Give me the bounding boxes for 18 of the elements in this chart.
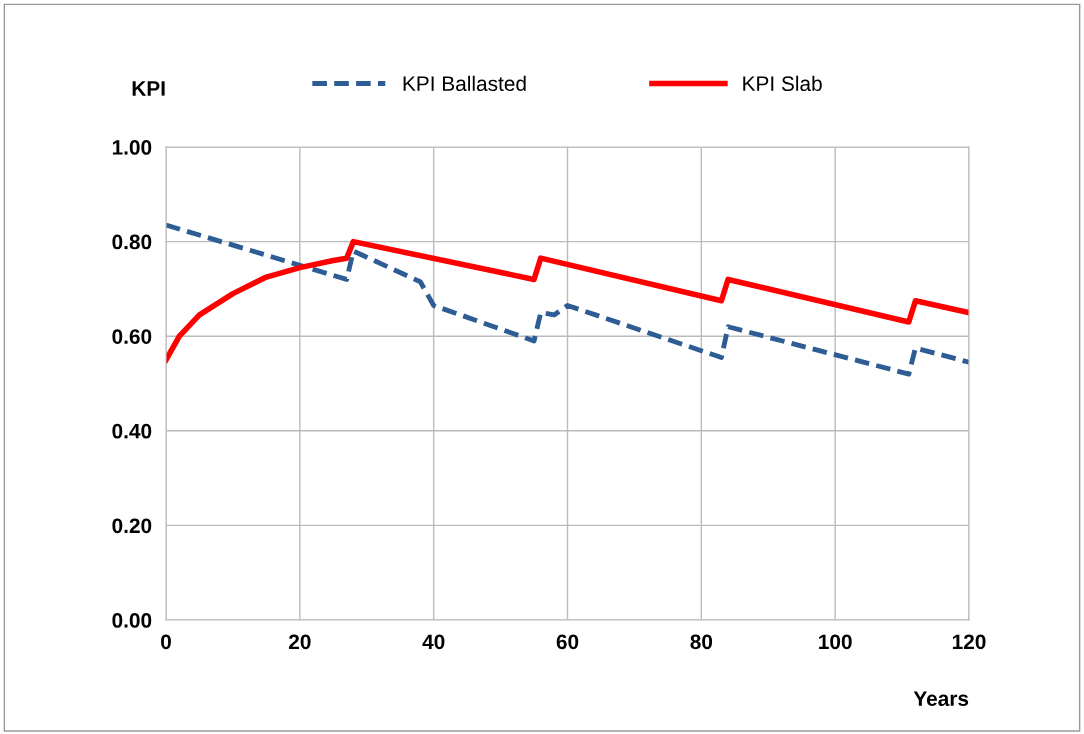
legend-label: KPI Ballasted	[403, 75, 526, 92]
x-tick-label: 80	[690, 634, 713, 650]
x-axis-title: Years	[913, 691, 969, 706]
x-tick-label: 120	[952, 634, 986, 650]
legend-label: KPI Slab	[743, 75, 822, 92]
x-tick-label: 40	[422, 634, 445, 650]
x-tick-label: 0	[161, 634, 171, 650]
line-series	[166, 222, 969, 377]
x-tick-label: 100	[819, 634, 852, 650]
x-tick-label: 60	[556, 634, 579, 650]
y-axis-title: KPI	[132, 81, 165, 96]
y-tick-label: 0.20	[112, 518, 152, 534]
y-tick-label: 0.80	[112, 234, 152, 250]
y-tick-label: 0.00	[112, 613, 152, 628]
x-tick-label: 20	[288, 634, 311, 650]
y-tick-label: 0.40	[112, 423, 152, 439]
y-tick-label: 1.00	[112, 140, 152, 155]
y-tick-label: 0.60	[112, 329, 152, 344]
